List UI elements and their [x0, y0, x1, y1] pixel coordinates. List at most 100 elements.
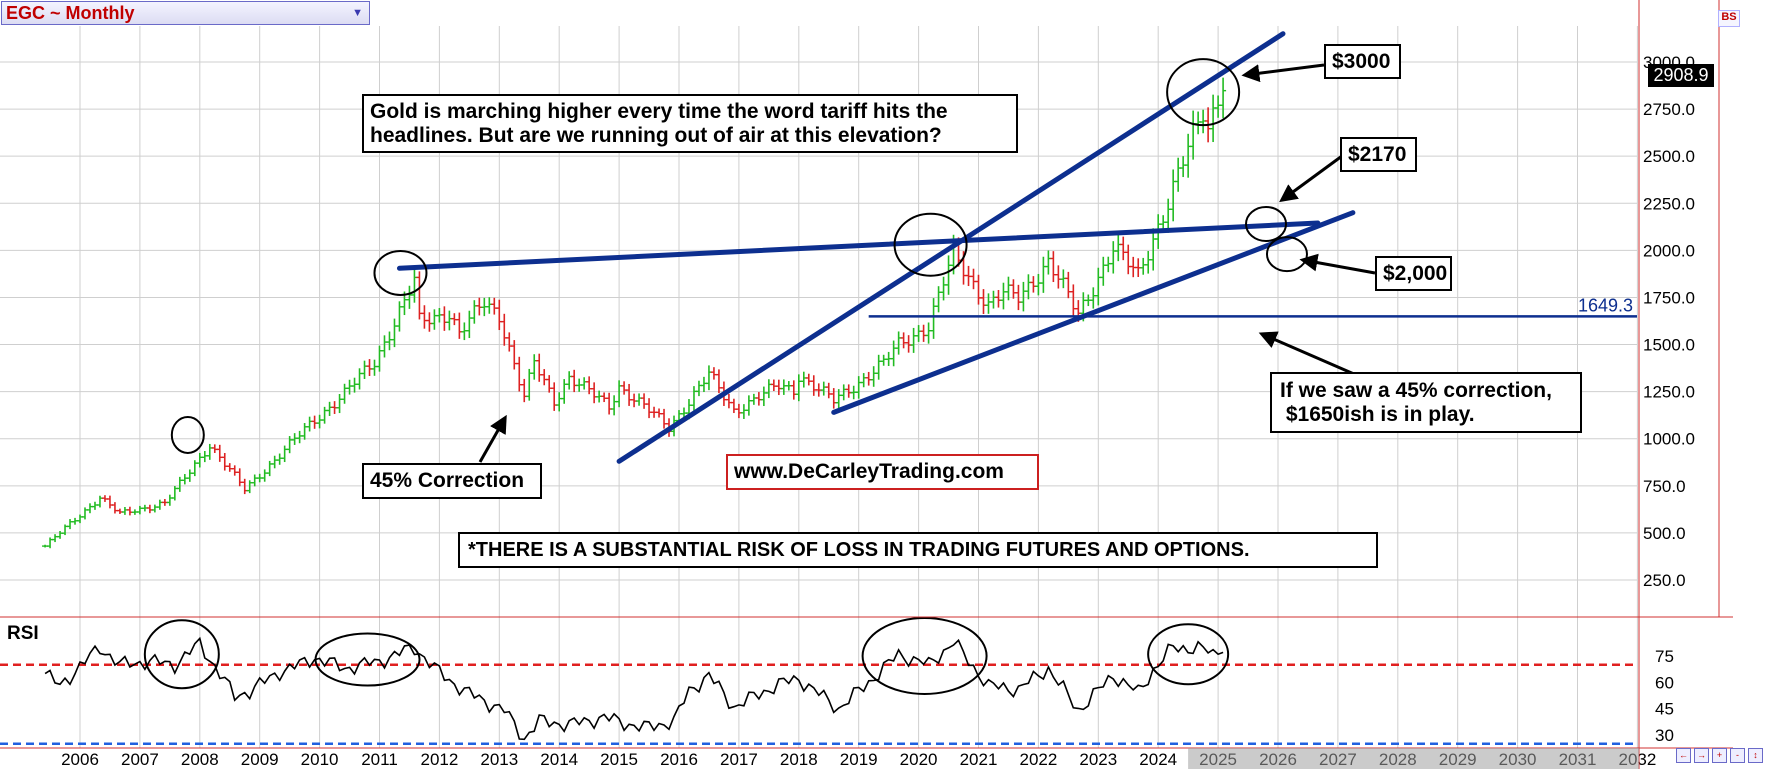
ohlc-bar — [616, 380, 623, 408]
ohlc-bar — [351, 377, 358, 393]
ohlc-bar — [790, 380, 797, 400]
ohlc-bar — [1140, 257, 1147, 275]
ohlc-bar — [925, 322, 932, 344]
ohlc-bar — [386, 331, 393, 351]
ohlc-bar — [1110, 241, 1117, 274]
ohlc-bar — [546, 375, 553, 393]
ohlc-bar — [1170, 169, 1177, 222]
year-tick-label: 2019 — [840, 750, 878, 769]
chart-nav-buttons: ← → + - ↕ — [1676, 748, 1763, 763]
zoom-out-button[interactable]: - — [1730, 748, 1745, 763]
ohlc-bar — [940, 276, 947, 301]
ohlc-bar — [226, 463, 233, 472]
ohlc-bar — [1180, 156, 1187, 178]
trendline — [616, 31, 1286, 464]
highlight-circle — [373, 249, 428, 296]
ohlc-bar — [156, 499, 163, 510]
trendline — [396, 220, 1321, 271]
ohlc-bar — [880, 354, 887, 366]
rsi-level-label: 45 — [1655, 700, 1674, 719]
ohlc-bar — [1215, 95, 1222, 118]
ohlc-bar — [356, 368, 363, 390]
ohlc-bar — [765, 379, 772, 399]
ohlc-bar — [1210, 94, 1217, 143]
scale-button[interactable]: ↕ — [1748, 748, 1763, 763]
ohlc-bar — [566, 371, 573, 390]
ohlc-bar — [426, 312, 433, 332]
price-tick-label: 500.0 — [1643, 524, 1686, 543]
scenario-line-2: $1650ish is in play. — [1280, 403, 1475, 426]
ohlc-bar — [151, 504, 158, 513]
price-tick-label: 750.0 — [1643, 477, 1686, 496]
ohlc-bar — [755, 392, 762, 406]
year-tick-label: 2014 — [540, 750, 578, 769]
zoom-in-button[interactable]: + — [1712, 748, 1727, 763]
risk-disclaimer: *THERE IS A SUBSTANTIAL RISK OF LOSS IN … — [458, 532, 1378, 568]
ohlc-bar — [571, 369, 578, 393]
ohlc-bar — [661, 408, 668, 429]
rsi-highlight-circle — [143, 619, 220, 690]
chevron-down-icon[interactable]: ▼ — [352, 7, 363, 19]
ohlc-bar — [1165, 198, 1172, 233]
ohlc-bar — [1105, 256, 1112, 273]
price-tick-label: 2750.0 — [1643, 100, 1695, 119]
ohlc-bar — [930, 298, 937, 339]
price-tick-label: 250.0 — [1643, 571, 1686, 590]
scroll-right-button[interactable]: → — [1694, 748, 1709, 763]
side-tab[interactable]: BS — [1718, 10, 1740, 27]
ohlc-bar — [521, 378, 528, 403]
ohlc-bar — [91, 501, 98, 510]
rsi-level-label: 30 — [1655, 726, 1674, 745]
ohlc-bar — [496, 299, 503, 331]
correction-scenario-annotation: If we saw a 45% correction, $1650ish is … — [1270, 372, 1582, 433]
ohlc-bar — [316, 414, 323, 429]
ohlc-bar — [501, 313, 508, 346]
rsi-title: RSI — [7, 623, 39, 644]
ohlc-bar — [895, 331, 902, 355]
ohlc-bar — [536, 353, 543, 382]
ohlc-bar — [281, 445, 288, 463]
ohlc-bar — [745, 395, 752, 416]
ohlc-bar — [276, 453, 283, 465]
ohlc-bar — [945, 255, 952, 295]
price-tick-label: 2500.0 — [1643, 147, 1695, 166]
scroll-left-button[interactable]: ← — [1676, 748, 1691, 763]
ohlc-bar — [1125, 244, 1132, 275]
ohlc-bar — [261, 469, 268, 482]
symbol-selector[interactable]: EGC ~ Monthly ▼ — [1, 1, 370, 25]
year-tick-label: 2011 — [361, 750, 398, 769]
future-axis-band — [1188, 748, 1639, 769]
ohlc-bar — [725, 393, 732, 409]
ohlc-bar — [541, 369, 548, 386]
ohlc-bar — [391, 318, 398, 348]
ohlc-bar — [1000, 282, 1007, 310]
year-tick-label: 2016 — [660, 750, 698, 769]
ohlc-bar — [506, 332, 513, 352]
ohlc-bar — [556, 392, 563, 412]
ohlc-bar — [266, 460, 273, 477]
ohlc-bar — [296, 430, 303, 444]
ohlc-bar — [421, 305, 428, 329]
ohlc-bar — [690, 386, 697, 411]
ohlc-bar — [1040, 256, 1047, 293]
ohlc-bar — [865, 371, 872, 386]
headline-line-2: headlines. But are we running out of air… — [370, 124, 942, 147]
ohlc-bar — [875, 354, 882, 380]
support-line-label: 1649.3 — [1578, 295, 1633, 315]
ohlc-bar — [1065, 271, 1072, 299]
ohlc-bar — [905, 335, 912, 353]
price-tick-label: 1750.0 — [1643, 288, 1695, 307]
ohlc-bar — [486, 297, 493, 314]
ohlc-bar — [1175, 157, 1182, 192]
ohlc-bar — [1035, 273, 1042, 296]
ohlc-bar — [980, 289, 987, 314]
price-tick-label: 1000.0 — [1643, 430, 1695, 449]
ohlc-bar — [800, 371, 807, 388]
ohlc-bar — [196, 452, 203, 468]
ohlc-bar — [231, 465, 238, 476]
year-tick-label: 2015 — [600, 750, 638, 769]
annotation-arrow — [1299, 253, 1376, 275]
ohlc-bar — [77, 514, 83, 524]
ohlc-bar — [636, 393, 643, 406]
ohlc-bar — [1150, 228, 1157, 271]
